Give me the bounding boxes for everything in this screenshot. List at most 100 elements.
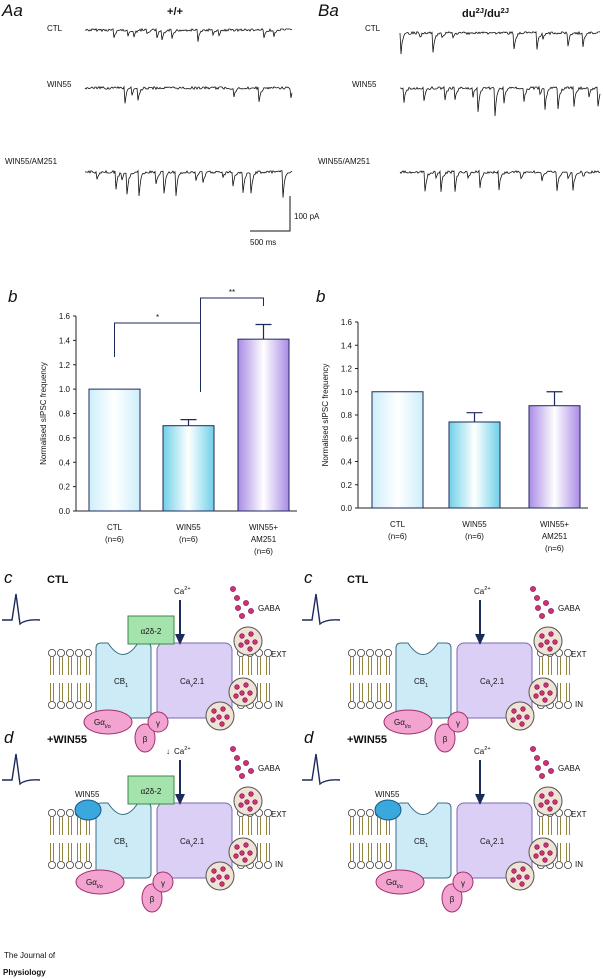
lipid-tail bbox=[368, 657, 372, 675]
lipid-tail bbox=[68, 657, 72, 675]
lipid-head bbox=[564, 809, 573, 818]
gaba-dot bbox=[548, 768, 554, 774]
lipid-head bbox=[555, 701, 564, 710]
gaba-dot bbox=[533, 693, 539, 699]
y-tick-label: 1.0 bbox=[59, 385, 71, 394]
gaba-label: GABA bbox=[558, 604, 581, 613]
gaba-dot bbox=[547, 806, 553, 812]
lipid-head bbox=[66, 649, 75, 658]
cav-label-part: Ca bbox=[180, 677, 191, 686]
significance-label: ** bbox=[229, 288, 235, 297]
lipid-tail bbox=[557, 817, 561, 835]
gaba-dot bbox=[544, 799, 550, 805]
g-gamma bbox=[452, 871, 474, 893]
lipid-tail bbox=[548, 657, 552, 675]
lipid-tail bbox=[50, 817, 54, 835]
cav-label-part: v bbox=[190, 843, 193, 849]
x-tick-label: AM251 bbox=[251, 535, 277, 544]
trace-title-part: du bbox=[462, 8, 475, 20]
gaba-dot bbox=[535, 765, 541, 771]
y-tick-label: 0.2 bbox=[341, 481, 353, 490]
y-tick-label: 1.4 bbox=[59, 336, 71, 345]
gaba-dot bbox=[530, 746, 536, 752]
lipid-tail bbox=[86, 683, 90, 701]
panel-label: Ba bbox=[318, 1, 339, 20]
gaba-dot bbox=[248, 768, 254, 774]
g-gamma-label: γ bbox=[161, 879, 165, 888]
gaba-dot bbox=[252, 639, 258, 645]
gaba-label: GABA bbox=[558, 764, 581, 773]
gaba-dot bbox=[230, 746, 236, 752]
gaba-dot bbox=[548, 631, 554, 637]
gaba-dot bbox=[519, 721, 525, 727]
lipid-tail bbox=[377, 817, 381, 835]
gaba-dot bbox=[516, 714, 522, 720]
bar bbox=[237, 338, 290, 512]
lipid-head bbox=[254, 701, 263, 710]
a2d-subunit bbox=[127, 615, 175, 645]
lipid-head bbox=[75, 701, 84, 710]
lipid-head bbox=[374, 861, 383, 870]
lipid-head bbox=[374, 701, 383, 710]
gaba-dot bbox=[238, 802, 244, 808]
x-tick-label: (n=6) bbox=[179, 535, 198, 544]
cb1-label-part: 1 bbox=[425, 843, 428, 849]
gaba-dot bbox=[511, 868, 517, 874]
lipid-tail bbox=[566, 683, 570, 701]
gaba-dot bbox=[247, 850, 253, 856]
a2d-label: α2δ-2 bbox=[141, 627, 162, 636]
gaba-dot bbox=[539, 773, 545, 779]
calcium-label: Ca2+ bbox=[174, 746, 191, 756]
win55-ligand bbox=[374, 799, 402, 821]
lipid-head bbox=[564, 649, 573, 658]
gaba-dot bbox=[548, 608, 554, 614]
ext-label: EXT bbox=[571, 650, 587, 659]
gaba-dot bbox=[230, 586, 236, 592]
lipid-tail bbox=[548, 817, 552, 835]
cav-label-part: v bbox=[190, 683, 193, 689]
g-beta bbox=[441, 883, 463, 913]
gaba-dot bbox=[539, 850, 545, 856]
g-alpha bbox=[83, 709, 133, 735]
gaba-dot bbox=[552, 639, 558, 645]
g-gamma bbox=[147, 711, 169, 733]
gaba-dot bbox=[511, 708, 517, 714]
panel-label: c bbox=[4, 568, 13, 587]
g-alpha-label-part: i/o bbox=[405, 724, 411, 730]
y-tick-label: 0.4 bbox=[59, 458, 71, 467]
a2d-subunit bbox=[127, 775, 175, 805]
gaba-dot bbox=[224, 714, 230, 720]
g-beta-label: β bbox=[450, 895, 455, 904]
gaba-dot bbox=[211, 708, 217, 714]
calcium-label: Ca2+ bbox=[174, 586, 191, 596]
gaba-dot bbox=[233, 693, 239, 699]
ext-label: EXT bbox=[271, 650, 287, 659]
g-alpha-label-part: Gα bbox=[86, 878, 97, 887]
lipid-head bbox=[263, 649, 272, 658]
g-alpha bbox=[75, 869, 125, 895]
gaba-dot bbox=[244, 639, 250, 645]
cav-label-part: 2.1 bbox=[493, 677, 505, 686]
gaba-dot bbox=[516, 874, 522, 880]
x-tick-label: (n=6) bbox=[465, 532, 484, 541]
lipid-tail bbox=[50, 683, 54, 701]
bar bbox=[88, 388, 141, 512]
gaba-dot bbox=[539, 613, 545, 619]
gaba-dot bbox=[534, 684, 540, 690]
x-tick-label: (n=6) bbox=[545, 544, 564, 553]
calcium-label-part: 2+ bbox=[184, 586, 190, 592]
calcium-label: Ca2+ bbox=[474, 586, 491, 596]
lipid-head bbox=[57, 701, 66, 710]
cav-channel bbox=[156, 642, 233, 719]
condition-label: WIN55/AM251 bbox=[5, 157, 58, 166]
lipid-tail bbox=[539, 817, 543, 835]
cav-label-part: 2.1 bbox=[193, 837, 205, 846]
lipid-tail bbox=[248, 817, 252, 835]
lipid-tail bbox=[386, 683, 390, 701]
condition-label: CTL bbox=[47, 24, 63, 33]
cav-channel bbox=[156, 802, 233, 879]
lipid-head bbox=[263, 861, 272, 870]
gaba-dot bbox=[235, 765, 241, 771]
x-tick-label: (n=6) bbox=[105, 535, 124, 544]
